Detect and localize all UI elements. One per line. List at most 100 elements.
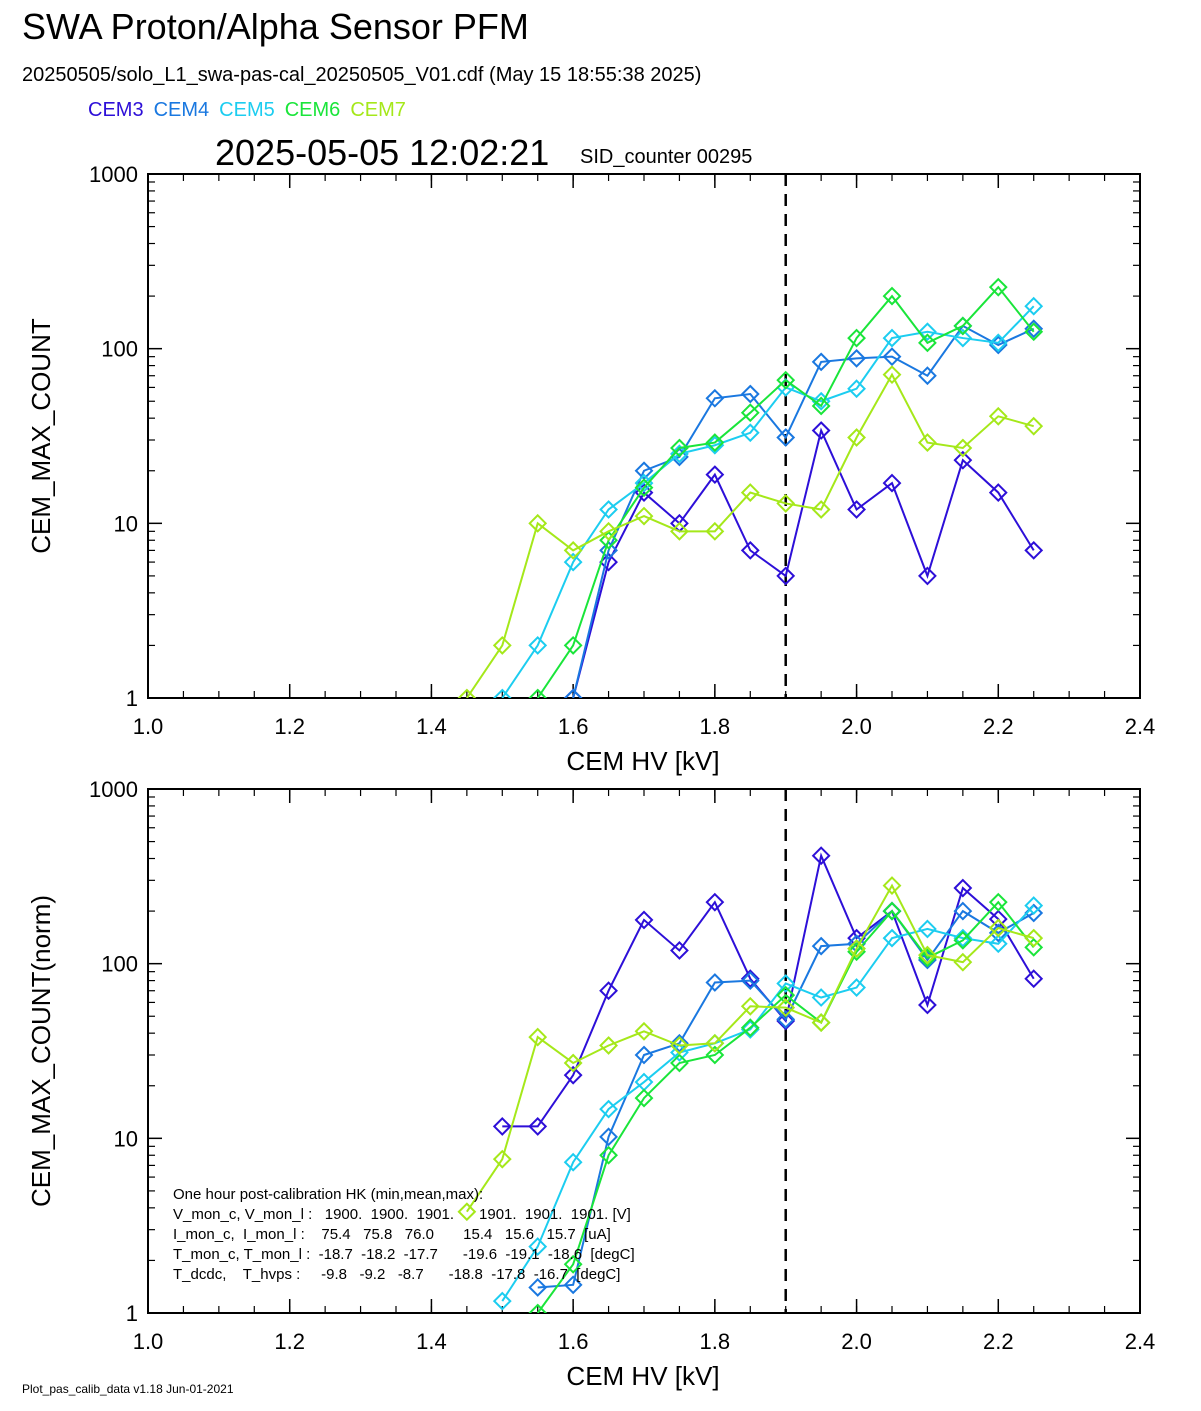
data-point-cem5: [918, 919, 937, 939]
data-point-cem7: [847, 428, 866, 447]
timestamp: 2025-05-05 12:02:21: [215, 132, 550, 173]
series-line-cem4: [537, 909, 1035, 1289]
file-info: 20250505/solo_L1_swa-pas-cal_20250505_V0…: [22, 64, 702, 86]
data-point-cem7: [918, 433, 937, 452]
data-point-cem7: [847, 939, 866, 958]
data-point-cem4: [599, 1127, 618, 1147]
data-point-cem3: [599, 981, 618, 1001]
hk-line-4: T_mon_c, T_mon_l : -18.7 -18.2 -17.7 -19…: [173, 1246, 635, 1263]
data-point-cem7: [670, 1036, 689, 1055]
sid-counter: SID_counter 00295: [580, 146, 753, 168]
data-point-cem6: [847, 328, 866, 348]
series-line-cem4: [572, 324, 1035, 698]
data-point-cem7: [776, 998, 796, 1018]
data-point-cem6: [811, 396, 831, 416]
data-point-cem6: [1024, 937, 1044, 957]
data-point-cem6: [953, 930, 973, 950]
data-point-cem4: [563, 1275, 583, 1295]
data-point-cem5: [776, 974, 796, 993]
x-tick-label: 2.4: [1125, 714, 1156, 739]
hk-line-2: V_mon_c, V_mon_l : 1900. 1900. 1901. 190…: [173, 1206, 631, 1223]
data-point-cem7: [599, 1036, 618, 1055]
chart-title: SWA Proton/Alpha Sensor PFM: [22, 6, 529, 47]
data-point-cem5: [811, 988, 831, 1007]
data-point-cem3: [847, 500, 866, 519]
data-point-cem4: [599, 540, 618, 560]
data-point-cem5: [528, 1237, 548, 1257]
data-point-cem5: [988, 934, 1008, 954]
data-point-cem7: [492, 1149, 512, 1169]
data-point-cem7: [563, 1053, 583, 1073]
plot-2: 1.0 1.2 1.4 1.6 1.8 2.0 2.2 2.4 1 10 100 1000 CEM HV…: [26, 777, 1155, 1391]
y-axis-title: CEM_MAX_COUNT: [26, 318, 56, 554]
legend-item-cem7: CEM7: [350, 99, 406, 121]
data-point-cem7: [634, 1021, 654, 1041]
y-tick-label: 10: [114, 511, 138, 536]
data-point-cem3: [563, 1065, 583, 1085]
data-point-cem6: [882, 286, 902, 306]
data-point-cem7: [918, 945, 937, 965]
footer-version: Plot_pas_calib_data v1.18 Jun-01-2021: [22, 1382, 234, 1396]
data-point-cem6: [918, 333, 937, 353]
data-point-cem5: [988, 333, 1008, 353]
data-point-cem3: [918, 995, 937, 1015]
data-point-cem4: [634, 1045, 654, 1065]
data-point-cem5: [882, 328, 902, 348]
data-point-cem4: [705, 973, 725, 992]
data-point-cem3: [1024, 540, 1044, 560]
series-line-cem3: [572, 427, 1035, 698]
data-point-cem5: [953, 328, 973, 348]
plot-1: 1.0 1.2 1.4 1.6 1.8 2.0 2.2 2.4 1 10 100 1000 CEM HV…: [26, 162, 1155, 776]
data-point-cem4: [918, 366, 937, 386]
y-tick-label: 1: [126, 1301, 138, 1326]
x-tick-label: 1.0: [133, 1329, 164, 1354]
data-point-cem5: [811, 391, 831, 411]
data-point-cem3: [953, 878, 973, 898]
data-point-cem5: [599, 500, 618, 519]
data-point-cem7: [811, 1013, 831, 1032]
data-point-cem7: [882, 365, 902, 385]
data-point-cem3: [953, 450, 973, 470]
data-point-cem5: [563, 552, 583, 572]
data-point-cem4: [776, 428, 796, 447]
legend-item-cem3: CEM3: [88, 99, 144, 121]
data-point-cem7: [953, 952, 973, 972]
hk-line-3: I_mon_c, I_mon_l : 75.4 75.8 76.0 15.4 1…: [173, 1226, 611, 1243]
x-axis-title: CEM HV [kV]: [566, 1361, 719, 1391]
data-point-cem5: [740, 1020, 760, 1039]
data-point-cem3: [988, 483, 1008, 502]
data-point-cem6: [740, 403, 760, 423]
data-point-cem7: [634, 506, 654, 526]
y-tick-label: 100: [101, 337, 138, 362]
x-tick-label: 1.4: [416, 714, 447, 739]
y-tick-label: 10: [114, 1126, 138, 1151]
data-point-cem3: [740, 969, 760, 989]
data-point-cem6: [705, 433, 725, 452]
data-point-cem6: [634, 1088, 654, 1108]
data-point-cem7: [492, 636, 512, 655]
data-point-cem7: [1024, 928, 1044, 948]
data-point-cem6: [528, 1303, 548, 1313]
data-point-cem4: [776, 1009, 796, 1029]
data-point-cem4: [740, 384, 760, 404]
data-point-cem4: [811, 352, 831, 372]
data-point-cem4: [670, 1033, 689, 1053]
data-point-cem5: [882, 928, 902, 948]
data-point-cem7: [988, 918, 1008, 938]
series-line-cem6: [536, 900, 1035, 1313]
x-tick-label: 1.4: [416, 1329, 447, 1354]
data-point-cem3: [776, 566, 796, 586]
data-point-cem4: [847, 348, 866, 368]
data-point-cem6: [670, 1053, 689, 1073]
data-point-cem5: [1024, 296, 1044, 316]
data-point-cem7: [563, 540, 583, 560]
series-group: [457, 846, 1044, 1313]
data-point-cem4: [528, 1278, 548, 1297]
data-point-cem7: [1024, 416, 1044, 436]
y-tick-label: 100: [101, 952, 138, 977]
data-point-cem6: [563, 1254, 583, 1274]
data-point-cem6: [634, 478, 654, 498]
x-tick-label: 1.2: [274, 714, 305, 739]
data-point-cem5: [847, 978, 866, 997]
